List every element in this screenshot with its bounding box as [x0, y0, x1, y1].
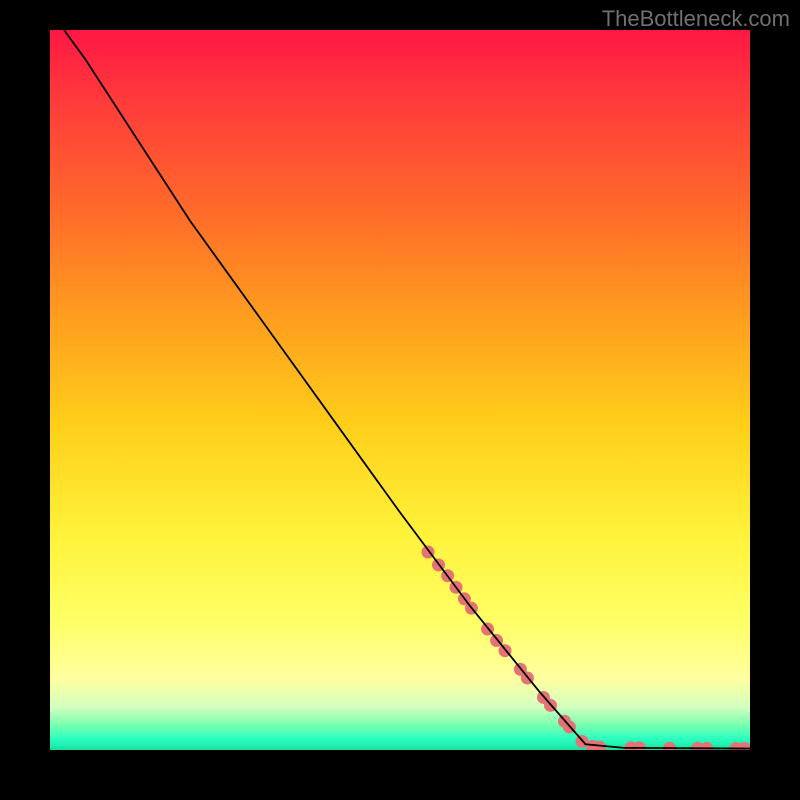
curve-line: [64, 30, 750, 749]
chart-overlay: [50, 30, 750, 750]
chart-container: TheBottleneck.com: [0, 0, 800, 800]
watermark-text: TheBottleneck.com: [602, 6, 790, 32]
marker-group: [422, 546, 751, 751]
plot-area: [50, 30, 750, 750]
